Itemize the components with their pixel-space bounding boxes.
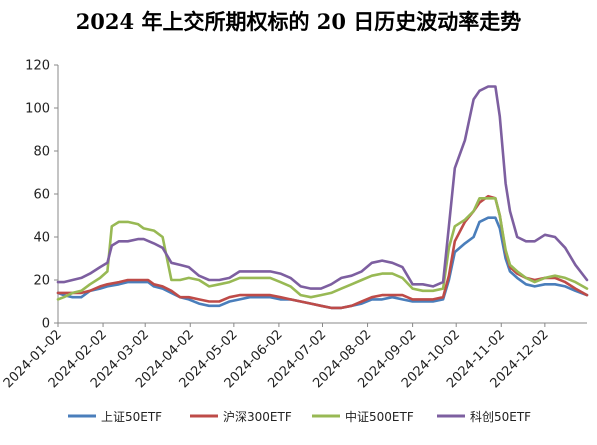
y-tick-label: 40 [33, 231, 50, 246]
series-line [56, 194, 589, 310]
legend-label: 沪深300ETF [223, 410, 292, 424]
legend: 上证50ETF 沪深300ETF 中证500ETF 科创50ETF [68, 409, 531, 424]
chart-title: 2024 年上交所期权标的 20 日历史波动率走势 [75, 9, 522, 34]
x-axis: 2024-01-022024-02-022024-03-022024-04-02… [1, 322, 587, 391]
series-lines [56, 85, 589, 310]
legend-label: 科创50ETF [470, 410, 531, 424]
legend-label: 上证50ETF [101, 410, 162, 424]
legend-label: 中证500ETF [345, 409, 414, 424]
y-tick-label: 120 [25, 59, 50, 74]
y-axis: 0 20 40 60 80 100 120 [25, 59, 59, 332]
series-line [56, 197, 589, 301]
series-line [56, 85, 589, 290]
y-tick-label: 20 [33, 274, 50, 289]
y-tick-label: 80 [33, 145, 50, 160]
y-tick-label: 0 [42, 317, 50, 332]
y-tick-label: 100 [25, 102, 50, 117]
y-tick-label: 60 [33, 188, 50, 203]
